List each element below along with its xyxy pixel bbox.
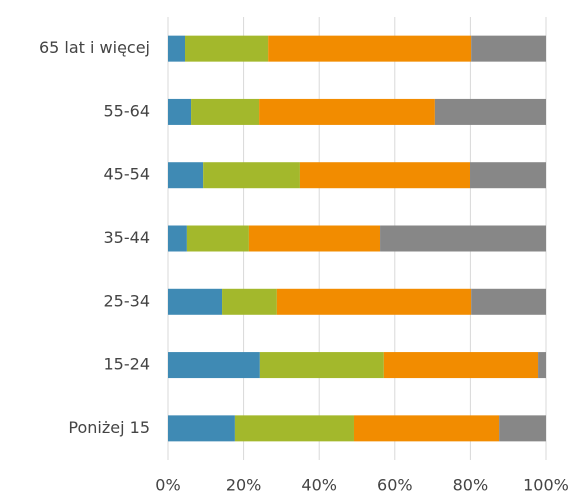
bar-segment: [248, 225, 381, 252]
bar-segment: [168, 415, 235, 442]
y-tick-label: Poniżej 15: [68, 418, 150, 437]
bar-segment: [268, 35, 472, 62]
bar-segment: [259, 352, 384, 379]
y-tick-label: 35-44: [104, 228, 151, 247]
bar-segment: [499, 415, 546, 442]
bar-segment: [471, 35, 546, 62]
y-tick-label: 45-54: [104, 165, 151, 184]
x-tick-label: 60%: [377, 476, 413, 495]
y-tick-label: 15-24: [104, 355, 151, 374]
y-tick-label: 65 lat i więcej: [39, 38, 150, 57]
bar-segment: [168, 225, 187, 252]
bar-segment: [353, 415, 500, 442]
bar-segment: [299, 162, 471, 189]
bar-segment: [259, 98, 435, 125]
bar-segment: [168, 288, 223, 315]
bar-segment: [168, 35, 186, 62]
y-tick-label: 25-34: [104, 291, 151, 310]
bar-segment: [186, 225, 249, 252]
bar-segment: [185, 35, 269, 62]
bar-segment: [168, 98, 192, 125]
bar-segment: [434, 98, 546, 125]
bar-segment: [234, 415, 354, 442]
bar-segment: [538, 352, 546, 379]
bar-segment: [168, 352, 260, 379]
bar-segment: [203, 162, 300, 189]
x-tick-label: 80%: [453, 476, 489, 495]
bar-segment: [470, 162, 546, 189]
bar-segment: [276, 288, 472, 315]
x-tick-label: 100%: [523, 476, 569, 495]
bar-segment: [383, 352, 539, 379]
bar-segment: [471, 288, 546, 315]
x-tick-label: 40%: [301, 476, 337, 495]
x-tick-label: 20%: [226, 476, 262, 495]
bar-segment: [191, 98, 260, 125]
x-tick-label: 0%: [155, 476, 180, 495]
bar-segment: [168, 162, 204, 189]
bar-segment: [380, 225, 546, 252]
y-tick-label: 55-64: [104, 101, 151, 120]
bar-segment: [222, 288, 277, 315]
